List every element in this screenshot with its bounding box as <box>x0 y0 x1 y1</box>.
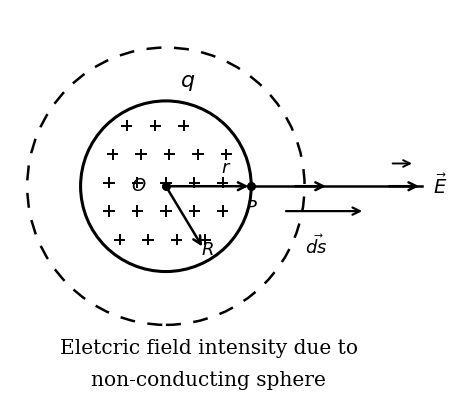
Text: Eletcric field intensity due to: Eletcric field intensity due to <box>60 339 357 358</box>
Text: non-conducting sphere: non-conducting sphere <box>91 371 326 390</box>
Text: $\vec{E}$: $\vec{E}$ <box>432 174 447 198</box>
Text: $r$: $r$ <box>221 159 231 177</box>
Circle shape <box>81 101 251 272</box>
Text: $q$: $q$ <box>180 73 195 93</box>
Text: $\vec{ds}$: $\vec{ds}$ <box>304 234 327 258</box>
Text: $R$: $R$ <box>201 241 213 259</box>
Text: $P$: $P$ <box>245 199 258 217</box>
Text: $O$: $O$ <box>130 177 146 195</box>
